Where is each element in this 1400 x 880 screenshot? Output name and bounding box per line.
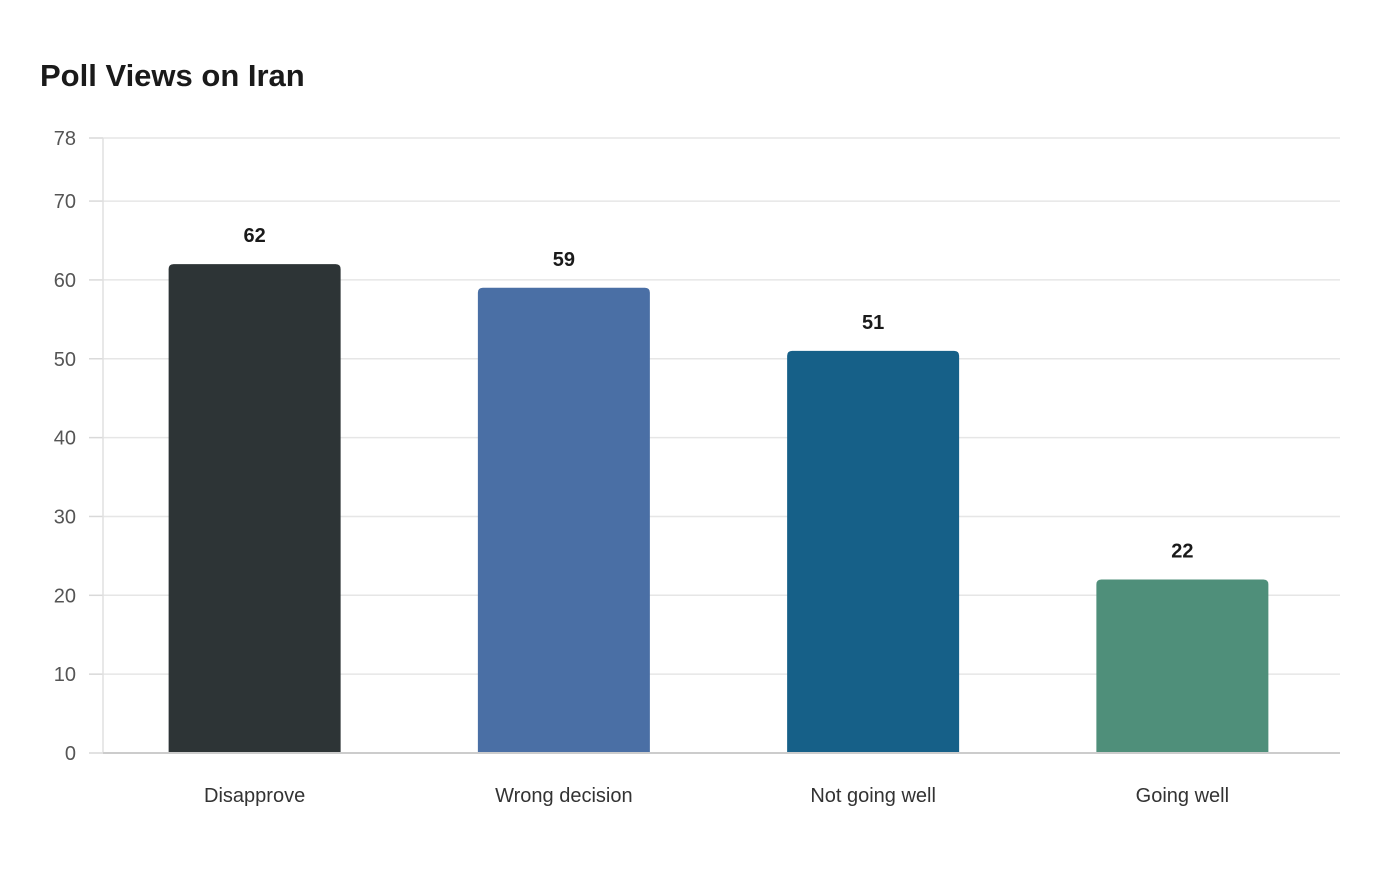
bar-not-going-well[interactable] [787,350,960,753]
data-label: 22 [1171,541,1193,563]
y-tick-label: 0 [65,743,76,765]
y-tick-label: 10 [54,664,76,686]
x-axis-labels: Disapprove Wrong decision Not going well Go… [204,785,1229,807]
y-tick-label: 60 [54,270,76,292]
data-labels: 62 59 51 22 [244,225,1194,562]
x-category-label: Disapprove [204,785,305,807]
x-category-label: Not going well [810,785,936,807]
chart-title: Poll Views on Iran [40,58,305,93]
bar-going-well[interactable] [1096,579,1269,753]
y-tick-label: 20 [54,585,76,607]
data-label: 62 [244,225,266,247]
x-category-label: Wrong decision [495,785,632,807]
y-tick-label: 50 [54,349,76,371]
data-label: 59 [553,249,575,271]
y-tick-label: 30 [54,506,76,528]
y-axis-ticks: 0 10 20 30 40 50 60 70 78 [54,128,103,765]
y-tick-label: 78 [54,128,76,150]
y-tick-label: 70 [54,191,76,213]
bar-disapprove[interactable] [168,264,341,753]
bars [168,264,1269,753]
x-category-label: Going well [1136,785,1229,807]
y-tick-label: 40 [54,428,76,450]
axes [102,138,1340,754]
bar-wrong-decision[interactable] [477,287,650,753]
data-label: 51 [862,312,884,334]
